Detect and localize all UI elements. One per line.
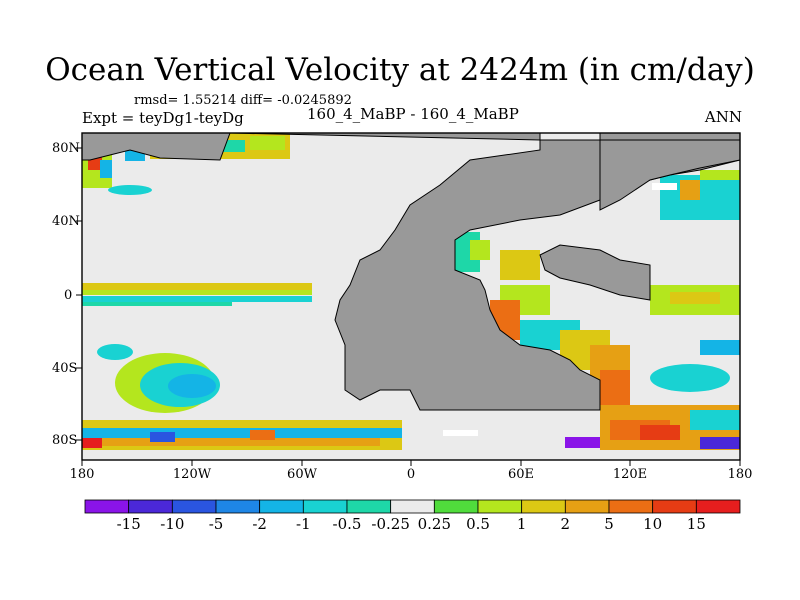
season-label: ANN (704, 108, 742, 126)
colorbar-swatch (346, 499, 392, 514)
lon-label-180w: 180 (69, 467, 95, 482)
stats-text: rmsd= 1.55214 diff= -0.0245892 (134, 93, 352, 108)
colorbar-swatch (564, 499, 610, 514)
case-label: 160_4_MaBP - 160_4_MaBP (307, 105, 519, 123)
colorbar-label: -15 (116, 515, 141, 533)
colorbar-swatch (171, 499, 217, 514)
colorbar-label: -1 (296, 515, 311, 533)
colorbar-label: 0.5 (466, 515, 490, 533)
colorbar-label: 10 (643, 515, 663, 533)
lon-label-180e: 180 (727, 467, 753, 482)
colorbar-swatch (608, 499, 654, 514)
colorbar-label: -0.25 (371, 515, 410, 533)
colorbar-swatch (84, 499, 130, 514)
colorbar-swatch (128, 499, 173, 514)
colorbar-label: 0.25 (417, 515, 452, 533)
lat-label-0: 0 (64, 288, 73, 303)
lon-label-60w: 60W (287, 467, 317, 482)
lon-label-120e: 120E (612, 467, 648, 482)
axis-ticks (76, 147, 741, 466)
colorbar-swatch (302, 499, 348, 514)
colorbar-label: 1 (516, 515, 527, 533)
colorbar-swatch (695, 499, 741, 514)
lon-label-60e: 60E (507, 467, 535, 482)
colorbar-label: -5 (208, 515, 224, 533)
colorbar-label: 5 (604, 515, 614, 533)
lon-label-0: 0 (406, 467, 416, 482)
map-title: Ocean Vertical Velocity at 2424m (in cm/… (45, 52, 755, 88)
colorbar-swatch (477, 499, 523, 514)
lon-label-120w: 120W (172, 467, 212, 482)
colorbar-swatch (521, 499, 566, 514)
colorbar-swatch (652, 499, 697, 514)
colorbar-swatch (390, 499, 435, 514)
experiment-label: Expt = teyDg1-teyDg (82, 109, 244, 127)
colorbar-swatch (259, 499, 304, 514)
colorbar (84, 499, 741, 514)
colorbar-label: -2 (252, 515, 267, 533)
colorbar-label: 15 (686, 515, 706, 533)
lat-label-40s: 40S (52, 361, 78, 376)
colorbar-label: -0.5 (332, 515, 362, 533)
colorbar-label: 2 (560, 515, 571, 533)
lat-label-80n: 80N (52, 141, 80, 156)
lat-label-80s: 80S (52, 433, 78, 448)
lat-label-40n: 40N (52, 214, 80, 229)
colorbar-label: -10 (160, 515, 185, 533)
colorbar-swatch (433, 499, 479, 514)
land-masses (81, 132, 741, 436)
colorbar-swatch (215, 499, 261, 514)
